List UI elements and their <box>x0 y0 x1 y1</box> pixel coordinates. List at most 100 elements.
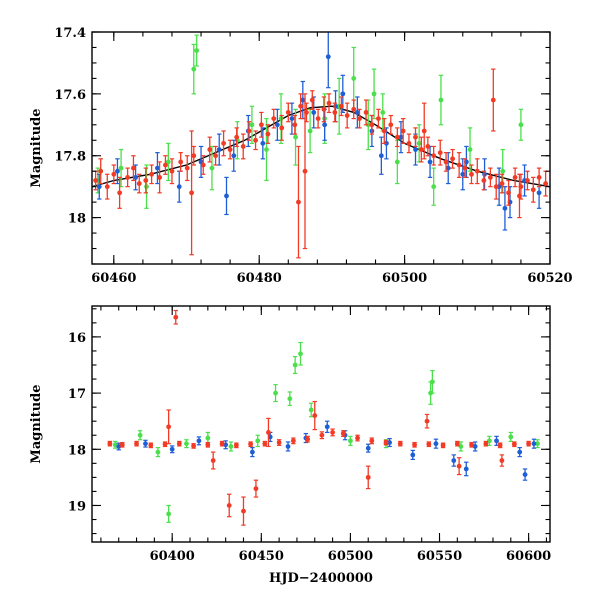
bottom-blue-point <box>365 443 371 453</box>
top-red-point <box>285 102 291 123</box>
top-red-point <box>425 136 431 157</box>
top-red-point <box>240 133 246 160</box>
bottom-red-point <box>397 440 403 447</box>
bottom-plot-area <box>107 309 540 526</box>
bottom-x-axis-label: HJD−2400000 <box>269 571 373 586</box>
bottom-y-tick-label: 18 <box>68 443 86 458</box>
top-green-point <box>278 93 284 144</box>
bottom-blue-point <box>494 435 499 446</box>
top-red-point <box>213 145 218 166</box>
bottom-blue-point <box>285 441 291 452</box>
top-green-point <box>416 124 422 163</box>
top-red-point <box>450 148 455 169</box>
bottom-green-point <box>166 504 172 523</box>
bottom-green-point <box>255 434 261 448</box>
top-red-point <box>258 111 264 138</box>
bottom-blue-point <box>324 420 330 434</box>
top-red-point <box>363 99 369 126</box>
bottom-y-tick-label: 19 <box>68 499 86 514</box>
bottom-red-point <box>483 440 489 447</box>
top-red-point <box>490 68 496 132</box>
top-plot-area <box>92 32 550 259</box>
top-green-point <box>264 118 269 182</box>
top-red-point <box>136 173 142 194</box>
bottom-red-point <box>426 441 432 448</box>
top-red-point <box>499 173 505 194</box>
top-red-point <box>104 173 110 200</box>
bottom-red-point <box>305 435 311 443</box>
top-red-point <box>253 130 258 151</box>
top-red-point <box>512 167 518 188</box>
bottom-red-point <box>319 431 325 440</box>
bottom-blue-point <box>451 454 457 467</box>
top-blue-point <box>482 158 487 191</box>
top-red-point <box>321 96 327 123</box>
bottom-red-point <box>497 442 503 449</box>
bottom-red-point <box>191 443 196 449</box>
bottom-green-point <box>155 447 161 458</box>
bottom-red-point <box>276 439 282 446</box>
top-red-point <box>474 158 480 185</box>
top-red-point <box>326 93 332 114</box>
top-red-point <box>481 170 487 191</box>
top-red-point <box>149 164 155 185</box>
top-red-point <box>418 136 424 163</box>
top-blue-point <box>322 108 328 141</box>
bottom-green-point <box>292 355 298 375</box>
top-red-point <box>493 173 499 200</box>
bottom-axis-ticks: 60400 60450 60500 60550 60600 16 17 18 19 <box>68 306 551 564</box>
top-red-point <box>437 139 443 166</box>
top-blue-point <box>274 108 280 141</box>
bottom-green-point <box>429 370 435 394</box>
bottom-red-point <box>107 440 113 447</box>
bottom-red-point <box>365 465 371 490</box>
bottom-red-point <box>241 496 246 526</box>
top-red-point <box>357 108 362 129</box>
top-red-point <box>98 158 104 185</box>
top-x-tick-label: 60480 <box>237 271 282 286</box>
top-y-axis-label: Magnitude <box>29 108 44 187</box>
bottom-red-point <box>226 493 232 518</box>
bottom-blue-point <box>531 438 537 449</box>
bottom-red-point <box>469 441 474 448</box>
bottom-blue-point <box>463 461 469 477</box>
top-blue-point <box>502 186 508 231</box>
top-green-point <box>293 108 298 166</box>
bottom-red-point <box>424 413 430 429</box>
top-red-point <box>189 130 194 256</box>
top-red-point <box>117 176 123 209</box>
bottom-green-point <box>228 441 234 452</box>
top-y-tick-label: 17.4 <box>54 26 86 41</box>
top-red-point <box>227 139 233 160</box>
top-red-point <box>443 152 449 172</box>
bottom-blue-point <box>433 438 439 449</box>
bottom-blue-point <box>517 447 523 458</box>
top-blue-point <box>398 121 404 154</box>
top-blue-point <box>133 164 139 191</box>
top-blue-point <box>176 170 182 203</box>
bottom-blue-point <box>143 439 148 448</box>
bottom-red-point <box>210 451 216 470</box>
top-plot-frame <box>91 31 551 265</box>
bottom-red-point <box>330 428 335 437</box>
bottom-x-tick-label: 60600 <box>506 549 551 564</box>
top-axis-ticks: 60460 60480 60500 60520 17.4 17.6 17.8 18 <box>54 26 572 286</box>
bottom-y-tick-label: 16 <box>68 331 86 346</box>
top-green-point <box>249 105 255 144</box>
top-red-point <box>200 155 206 175</box>
bottom-blue-point <box>410 449 416 460</box>
bottom-red-point <box>162 441 168 448</box>
bottom-plot-frame <box>91 305 551 543</box>
top-red-point <box>315 108 321 129</box>
bottom-green-point <box>112 440 118 449</box>
top-red-point <box>292 114 298 135</box>
bottom-red-point <box>262 440 268 447</box>
top-green-point <box>307 108 313 154</box>
top-blue-point <box>155 152 160 185</box>
top-green-point <box>118 148 124 188</box>
bottom-red-point <box>176 440 182 447</box>
bottom-red-point <box>454 440 460 447</box>
bottom-blue-point <box>169 445 175 454</box>
top-green-point <box>380 93 386 132</box>
